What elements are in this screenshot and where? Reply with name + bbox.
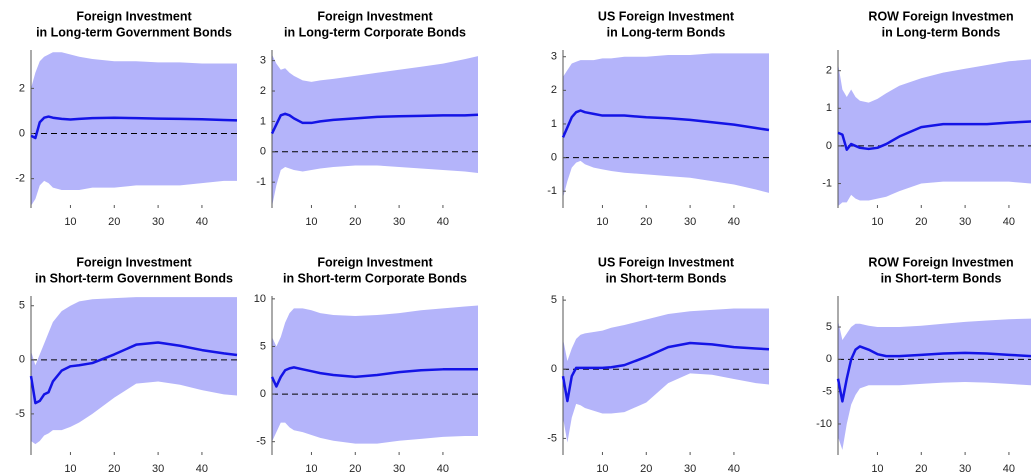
x-tick-label: 10 — [596, 463, 608, 475]
x-tick-label: 30 — [152, 463, 164, 475]
x-tick-label: 40 — [437, 463, 449, 475]
response-line — [561, 109, 770, 138]
x-tick-label: 40 — [1003, 216, 1015, 228]
x-tick-label: 30 — [152, 216, 164, 228]
y-tick-label: 3 — [260, 55, 266, 67]
confidence-band — [838, 59, 1031, 207]
x-tick-label: 40 — [437, 216, 449, 228]
x-tick-label: 20 — [640, 463, 652, 475]
x-tick-label: 30 — [959, 463, 971, 475]
y-tick-label: 5 — [19, 300, 25, 312]
x-tick-label: 40 — [196, 463, 208, 475]
y-tick-label: -2 — [15, 173, 25, 185]
y-tick-label: 0 — [260, 388, 266, 400]
y-tick-label: -5 — [256, 436, 266, 448]
confidence-band — [31, 297, 237, 445]
x-tick-label: 30 — [684, 463, 696, 475]
response-line — [836, 345, 1031, 403]
y-tick-label: -5 — [547, 432, 557, 444]
y-tick-label: -1 — [547, 185, 557, 197]
x-tick-label: 30 — [684, 216, 696, 228]
response-line — [270, 366, 478, 388]
y-tick-label: 0 — [19, 127, 25, 139]
panel-title: in Short-term Bonds — [881, 271, 1002, 285]
x-tick-label: 40 — [196, 216, 208, 228]
panel-title: US Foreign Investment — [598, 9, 735, 23]
y-tick-label: -1 — [822, 177, 832, 189]
y-tick-label: 2 — [260, 85, 266, 97]
y-tick-label: 0 — [551, 363, 557, 375]
y-tick-label: 1 — [826, 102, 832, 114]
panel-title: Foreign Investment — [317, 9, 433, 23]
y-tick-label: 1 — [260, 115, 266, 127]
y-tick-label: -1 — [256, 176, 266, 188]
panel-title: in Short-term Bonds — [606, 271, 727, 285]
y-tick-label: 0 — [260, 146, 266, 158]
confidence-band — [838, 318, 1031, 450]
y-tick-label: 5 — [551, 294, 557, 306]
x-tick-label: 20 — [108, 463, 120, 475]
y-tick-label: 2 — [551, 84, 557, 96]
y-tick-label: 5 — [826, 321, 832, 333]
panel-title: in Short-term Corporate Bonds — [283, 271, 467, 285]
x-tick-label: 20 — [349, 463, 361, 475]
confidence-band — [563, 308, 769, 443]
x-tick-label: 10 — [305, 463, 317, 475]
y-tick-label: 0 — [551, 151, 557, 163]
y-tick-label: 10 — [254, 293, 266, 305]
y-tick-label: 1 — [551, 118, 557, 130]
x-tick-label: 40 — [1003, 463, 1015, 475]
x-tick-label: 20 — [349, 216, 361, 228]
confidence-band — [272, 54, 478, 207]
x-tick-label: 20 — [915, 216, 927, 228]
y-tick-label: 2 — [826, 65, 832, 77]
x-tick-label: 10 — [871, 216, 883, 228]
panel-title: in Long-term Bonds — [882, 25, 1001, 39]
y-tick-label: -5 — [15, 408, 25, 420]
y-tick-label: 0 — [19, 354, 25, 366]
y-tick-label: 5 — [260, 340, 266, 352]
x-tick-label: 40 — [728, 216, 740, 228]
x-tick-label: 40 — [728, 463, 740, 475]
panel-title: in Short-term Government Bonds — [35, 271, 233, 285]
x-tick-label: 10 — [871, 463, 883, 475]
panel-title: in Long-term Bonds — [607, 25, 726, 39]
panel-title: ROW Foreign Investmen — [868, 9, 1013, 23]
panel-title: US Foreign Investment — [598, 255, 735, 269]
panel-title: Foreign Investment — [76, 255, 192, 269]
x-tick-label: 20 — [108, 216, 120, 228]
response-line — [30, 115, 238, 140]
x-tick-label: 10 — [64, 216, 76, 228]
confidence-band — [563, 53, 769, 198]
panel-title: ROW Foreign Investmen — [868, 255, 1013, 269]
y-tick-label: 0 — [826, 353, 832, 365]
y-tick-label: 0 — [826, 140, 832, 152]
x-tick-label: 10 — [596, 216, 608, 228]
x-tick-label: 20 — [640, 216, 652, 228]
y-tick-label: 2 — [19, 82, 25, 94]
response-line — [270, 112, 479, 135]
response-line — [561, 341, 770, 403]
x-tick-label: 30 — [959, 216, 971, 228]
y-tick-label: -5 — [822, 386, 832, 398]
x-tick-label: 20 — [915, 463, 927, 475]
x-tick-label: 10 — [305, 216, 317, 228]
y-tick-label: 3 — [551, 51, 557, 63]
x-tick-label: 30 — [393, 463, 405, 475]
confidence-band — [31, 52, 237, 206]
panel-title: in Long-term Government Bonds — [36, 25, 232, 39]
panel-title: Foreign Investment — [317, 255, 433, 269]
y-tick-label: -10 — [816, 418, 832, 430]
response-line — [29, 341, 238, 405]
x-tick-label: 30 — [393, 216, 405, 228]
response-line — [837, 120, 1031, 151]
panel-title: Foreign Investment — [76, 9, 192, 23]
panel-title: in Long-term Corporate Bonds — [284, 25, 466, 39]
x-tick-label: 10 — [64, 463, 76, 475]
